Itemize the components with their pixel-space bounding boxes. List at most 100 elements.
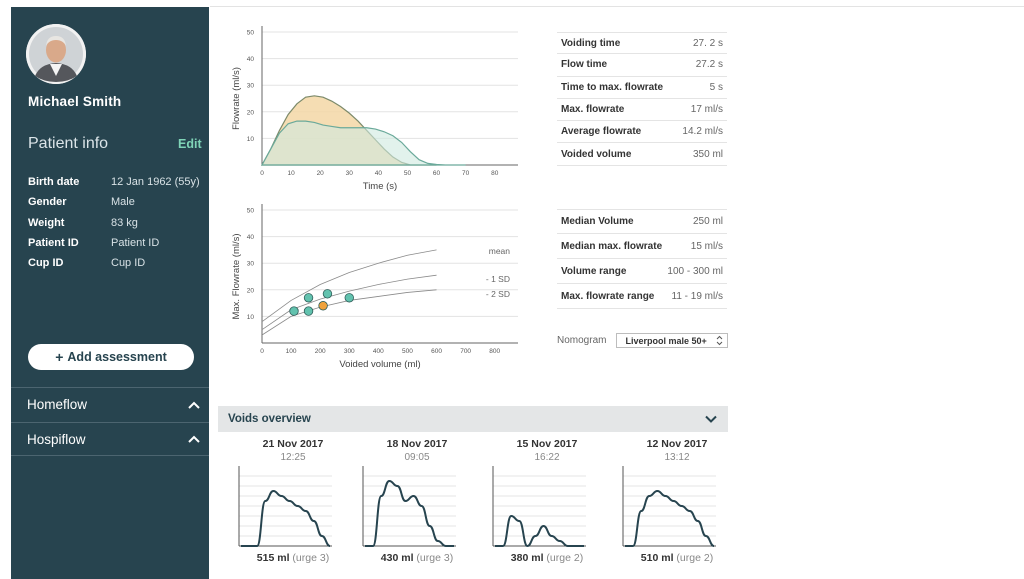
stat-label: Max. flowrate range xyxy=(561,290,655,302)
plus-icon: + xyxy=(55,349,64,365)
info-label: Cup ID xyxy=(28,257,64,270)
info-row-gender: Gender Male xyxy=(28,192,200,212)
y-tick-label: 30 xyxy=(247,261,255,268)
info-value: Cup ID xyxy=(111,257,146,270)
y-tick-label: 50 xyxy=(247,30,255,37)
stat-value: 250 ml xyxy=(692,216,723,227)
chevron-down-icon xyxy=(705,415,717,423)
patient-info-table: Birth date 12 Jan 1962 (55y) Gender Male… xyxy=(28,172,200,273)
x-axis-label: Voided volume (ml) xyxy=(339,359,420,370)
void-mini-chart xyxy=(622,466,716,547)
info-value: Patient ID xyxy=(111,237,160,250)
x-tick-label: 30 xyxy=(346,170,354,177)
info-label: Birth date xyxy=(28,176,80,189)
stat-value: 15 ml/s xyxy=(690,240,723,252)
nomogram-curve-label: - 2 SD xyxy=(486,289,510,299)
patient-name: Michael Smith xyxy=(28,94,122,109)
void-stats-table: Voiding time 27. 2 s Flow time 27.2 s Ti… xyxy=(557,32,727,166)
void-mini-chart xyxy=(238,466,332,547)
avatar xyxy=(26,24,86,84)
flowrate-time-chart: 10 20 30 40 50 0 10 20 30 40 50 60 70 80 Time (s) Flowr… xyxy=(231,26,518,192)
stat-value: 100 - 300 ml xyxy=(667,265,723,277)
void-date: 21 Nov 2017 xyxy=(262,438,324,450)
edit-patient-link[interactable]: Edit xyxy=(178,137,202,151)
void-summary: 515 ml (urge 3) xyxy=(228,552,358,564)
y-tick-label: 20 xyxy=(247,109,255,116)
stat-row-max-flowrate: Max. flowrate 17 ml/s xyxy=(557,99,727,122)
stat-value: 5 s xyxy=(709,81,723,93)
y-tick-label: 50 xyxy=(247,208,255,215)
data-point-current xyxy=(318,301,328,311)
stat-row-median-max-flowrate: Median max. flowrate 15 ml/s xyxy=(557,234,727,259)
void-card[interactable]: 21 Nov 2017 12:25 515 ml (urge 3) xyxy=(228,438,358,564)
void-summary: 380 ml (urge 2) xyxy=(482,552,612,564)
x-tick-label: 50 xyxy=(404,170,412,177)
stat-row-voided-volume: Voided volume 350 ml xyxy=(557,143,727,166)
stat-row-volume-range: Volume range 100 - 300 ml xyxy=(557,259,727,284)
void-card[interactable]: 18 Nov 2017 09:05 430 ml (urge 3) xyxy=(352,438,482,564)
void-mini-chart xyxy=(492,466,586,548)
x-tick-label: 100 xyxy=(286,348,297,355)
void-date: 18 Nov 2017 xyxy=(386,438,448,450)
nomogram-label: Nomogram xyxy=(557,335,607,346)
void-card[interactable]: 12 Nov 2017 13:12 510 ml (urge 2) xyxy=(612,438,742,564)
sidebar: Michael Smith Patient info Edit Birth da… xyxy=(11,7,209,579)
flow-series-green xyxy=(260,120,466,166)
nomogram-curve-label: - 1 SD xyxy=(486,274,510,284)
info-label: Weight xyxy=(28,216,65,229)
stat-row-average-flowrate: Average flowrate 14.2 ml/s xyxy=(557,121,727,144)
y-tick-label: 30 xyxy=(247,83,255,90)
voids-overview-header[interactable]: Voids overview xyxy=(218,406,728,432)
x-tick-label: 60 xyxy=(433,170,441,177)
void-urge: (urge 2) xyxy=(676,552,714,564)
x-tick-label: 10 xyxy=(287,170,295,177)
void-summary: 510 ml (urge 2) xyxy=(612,552,742,564)
info-label: Gender xyxy=(28,196,67,209)
stat-row-flow-time: Flow time 27.2 s xyxy=(557,54,727,77)
add-assessment-button[interactable]: + Add assessment xyxy=(28,344,194,370)
void-date: 12 Nov 2017 xyxy=(646,438,708,450)
stat-label: Max. flowrate xyxy=(561,104,625,116)
void-urge: (urge 3) xyxy=(416,552,454,564)
x-tick-label: 40 xyxy=(375,170,383,177)
section-label: Hospiflow xyxy=(27,431,86,447)
sidebar-section-hospiflow[interactable]: Hospiflow xyxy=(11,422,209,456)
stat-value: 17 ml/s xyxy=(690,104,723,116)
stat-value: 27.2 s xyxy=(695,59,723,71)
x-tick-label: 300 xyxy=(344,348,355,355)
nomogram-curve-label: mean xyxy=(489,246,511,256)
info-value: 83 kg xyxy=(111,216,138,229)
stat-row-voiding-time: Voiding time 27. 2 s xyxy=(557,32,727,55)
void-volume: 510 ml xyxy=(640,552,674,564)
nomogram-selected-value: Liverpool male 50+ xyxy=(625,335,707,346)
stat-label: Volume range xyxy=(561,265,627,277)
voids-overview-title: Voids overview xyxy=(228,413,311,425)
y-tick-label: 40 xyxy=(247,234,255,241)
x-tick-label: 400 xyxy=(373,348,384,355)
y-axis-label: Max. Flowrate (ml/s) xyxy=(231,233,242,319)
void-flow-curve xyxy=(625,489,715,547)
x-axis-label: Time (s) xyxy=(363,181,397,192)
void-card[interactable]: 15 Nov 2017 16:22 380 ml (urge 2) xyxy=(482,438,612,564)
x-tick-label: 20 xyxy=(317,170,325,177)
stat-label: Flow time xyxy=(561,59,608,71)
avatar-image xyxy=(26,24,86,84)
void-time: 16:22 xyxy=(534,452,560,463)
nomogram-select[interactable]: Liverpool male 50+ xyxy=(616,333,729,348)
add-assessment-label: Add assessment xyxy=(67,350,167,364)
updown-caret-icon xyxy=(717,335,723,346)
stat-label: Voiding time xyxy=(561,37,621,49)
y-tick-label: 10 xyxy=(247,314,255,321)
y-tick-label: 40 xyxy=(247,56,255,63)
nomogram-selector: Nomogram Liverpool male 50+ xyxy=(557,333,729,348)
stat-label: Median Volume xyxy=(561,216,634,227)
stat-row-time-to-max-flowrate: Time to max. flowrate 5 s xyxy=(557,77,727,99)
void-volume: 430 ml xyxy=(380,552,414,564)
data-point xyxy=(322,289,333,299)
stat-row-max-flowrate-range: Max. flowrate range 11 - 19 ml/s xyxy=(557,284,727,309)
sidebar-section-homeflow[interactable]: Homeflow xyxy=(11,387,209,421)
void-urge: (urge 3) xyxy=(292,552,330,564)
info-value: 12 Jan 1962 (55y) xyxy=(111,176,200,189)
y-tick-label: 20 xyxy=(247,287,255,294)
